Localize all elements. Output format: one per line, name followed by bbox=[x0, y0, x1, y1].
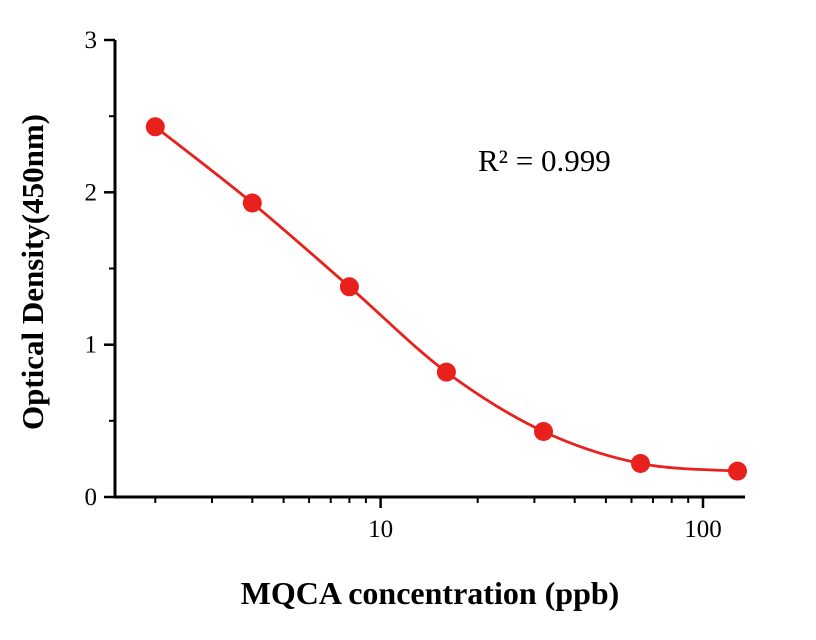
standard-curve-line bbox=[154, 125, 738, 473]
y-axis-title: Optical Density(450nm) bbox=[15, 114, 50, 431]
data-point-marker bbox=[339, 277, 359, 297]
data-point-marker bbox=[631, 454, 650, 473]
data-point-marker bbox=[242, 193, 262, 213]
data-point-marker bbox=[534, 422, 553, 441]
data-point-marker bbox=[145, 117, 165, 137]
svg-text:2: 2 bbox=[85, 179, 98, 206]
data-point-marker bbox=[728, 461, 747, 481]
data-point-marker bbox=[436, 362, 456, 382]
svg-text:0: 0 bbox=[85, 484, 98, 511]
svg-text:3: 3 bbox=[85, 27, 98, 54]
svg-text:100: 100 bbox=[684, 516, 722, 543]
x-axis-title: MQCA concentration (ppb) bbox=[240, 575, 620, 611]
r-squared-annotation: R² = 0.999 bbox=[478, 143, 611, 178]
svg-text:1: 1 bbox=[85, 332, 98, 359]
svg-text:10: 10 bbox=[368, 516, 393, 543]
